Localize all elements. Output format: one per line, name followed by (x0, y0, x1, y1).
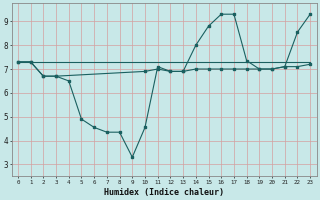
X-axis label: Humidex (Indice chaleur): Humidex (Indice chaleur) (104, 188, 224, 197)
